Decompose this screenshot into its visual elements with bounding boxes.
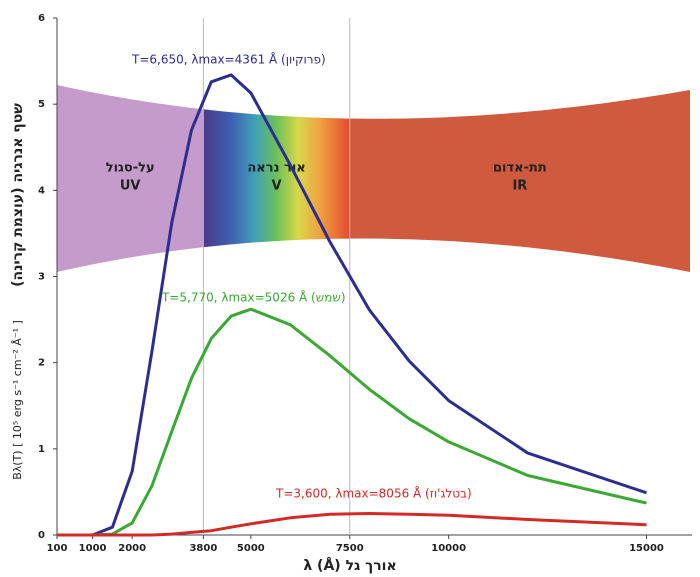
x-tick-label: 15000 xyxy=(629,543,664,554)
y-tick-label: 2 xyxy=(38,358,45,369)
x-tick-label: 1000 xyxy=(79,543,107,554)
y-axis-units: Bλ(T) [ 10⁵ erg s⁻¹ cm⁻² Å⁻¹ ] xyxy=(11,320,24,480)
data-line xyxy=(57,512,647,537)
y-tick-label: 6 xyxy=(38,13,45,24)
y-tick-label: 5 xyxy=(38,99,45,110)
y-axis-title: שטף אנרגיה (עוצמת קרינה) xyxy=(10,103,26,287)
y-tick-label: 1 xyxy=(38,444,45,455)
data-line xyxy=(57,73,647,537)
y-tick-label: 4 xyxy=(38,185,45,196)
x-tick-label: 100 xyxy=(47,543,68,554)
curve-label: T=5,770, λmax=5026 Å (שמש) xyxy=(161,290,346,305)
x-tick-label: 2000 xyxy=(118,543,146,554)
band-region xyxy=(57,85,204,272)
curve-label: T=3,600, λmax=8056 Å (בטלג'וז) xyxy=(275,486,472,501)
x-tick-label: 7500 xyxy=(336,543,364,554)
region-label: תת-אדום xyxy=(493,161,547,176)
region-label: אור נראה xyxy=(247,161,305,176)
region-label: על-סגול xyxy=(106,161,155,176)
region-short: UV xyxy=(120,179,141,194)
curve-label: T=6,650, λmax=4361 Å (פרוקיון) xyxy=(131,52,326,67)
data-line xyxy=(57,307,647,537)
x-tick-label: 3800 xyxy=(189,543,217,554)
x-tick-label: 10000 xyxy=(431,543,466,554)
region-short: V xyxy=(272,179,282,194)
x-tick-label: 5000 xyxy=(237,543,265,554)
region-short: IR xyxy=(512,179,527,194)
y-tick-label: 3 xyxy=(38,272,45,283)
y-tick-label: 0 xyxy=(38,530,45,541)
x-axis-title: λ (Å) אורך גל xyxy=(303,557,396,574)
